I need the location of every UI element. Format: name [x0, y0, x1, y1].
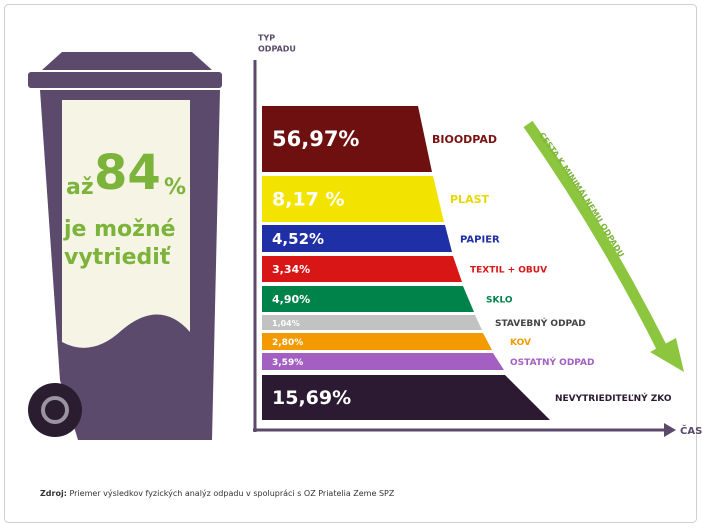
band	[262, 225, 452, 252]
y-axis-label: TYP	[258, 34, 275, 43]
band	[262, 286, 474, 312]
category-label: OSTATNÝ ODPAD	[510, 356, 595, 368]
x-axis-label: ČAS	[680, 424, 702, 437]
headline-line: je možné	[63, 217, 176, 242]
category-label: SKLO	[486, 296, 513, 306]
category-label: BIOODPAD	[432, 133, 497, 146]
value-label: 15,69%	[272, 387, 351, 409]
category-label: STAVEBNÝ ODPAD	[495, 317, 586, 329]
band	[262, 375, 550, 420]
value-label: 8,17 %	[272, 189, 345, 211]
band	[262, 353, 504, 370]
category-label: KOV	[510, 338, 531, 348]
band	[262, 256, 462, 282]
y-axis-label: ODPADU	[258, 45, 296, 54]
category-label: NEVYTRIEDITEĽNÝ ZKO	[555, 392, 672, 404]
headline-value: 84	[94, 145, 161, 201]
axes	[253, 60, 676, 437]
value-label: 4,90%	[272, 293, 310, 306]
value-label: 56,97%	[272, 127, 359, 151]
category-label: PLAST	[450, 193, 490, 206]
headline-line: vytriediť	[64, 245, 172, 270]
source-label: Zdroj:	[40, 489, 67, 498]
route-arrow	[523, 120, 669, 355]
headline-prefix: až	[66, 175, 94, 200]
bin	[28, 52, 222, 440]
value-label: 3,34%	[272, 263, 310, 276]
band	[262, 106, 432, 172]
headline: až 84 % je možné vytriediť	[63, 145, 186, 270]
source: Zdroj: Priemer výsledkov fyzických analý…	[40, 489, 395, 498]
band	[262, 176, 444, 222]
value-label: 4,52%	[272, 230, 324, 248]
value-label: 1,04%	[272, 319, 300, 328]
value-label: 2,80%	[272, 338, 303, 348]
headline-unit: %	[164, 175, 186, 200]
route-arrowhead	[650, 338, 684, 372]
source-text: Priemer výsledkov fyzických analýz odpad…	[69, 489, 394, 498]
category-label: PAPIER	[460, 235, 500, 246]
band	[262, 333, 492, 350]
value-label: 3,59%	[272, 358, 303, 368]
category-label: TEXTIL + OBUV	[470, 266, 547, 276]
band	[262, 315, 482, 330]
